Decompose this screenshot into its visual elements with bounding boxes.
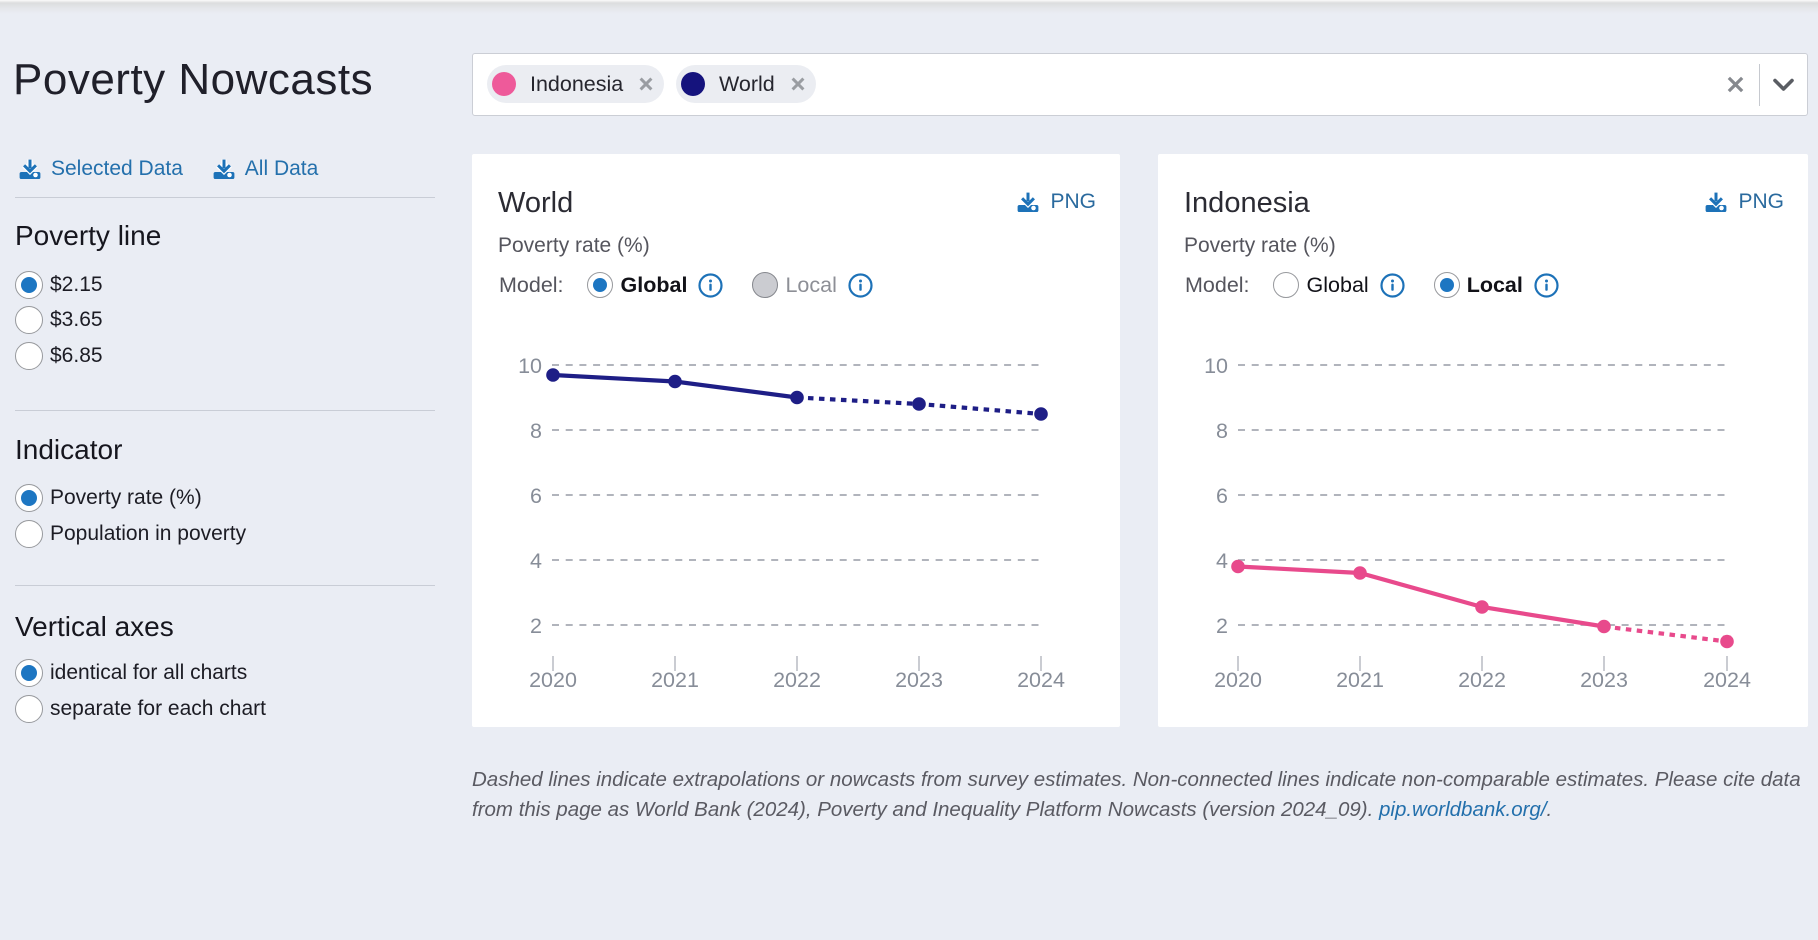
svg-text:2021: 2021 [1336, 668, 1384, 692]
svg-text:2021: 2021 [651, 668, 699, 692]
svg-text:4: 4 [530, 549, 542, 573]
svg-text:2022: 2022 [1458, 668, 1506, 692]
svg-text:2: 2 [1216, 614, 1228, 638]
svg-text:8: 8 [530, 419, 542, 443]
svg-text:2023: 2023 [895, 668, 943, 692]
svg-text:2024: 2024 [1703, 668, 1751, 692]
svg-text:2024: 2024 [1017, 668, 1065, 692]
svg-text:10: 10 [1204, 354, 1228, 378]
svg-text:2022: 2022 [773, 668, 821, 692]
svg-text:6: 6 [1216, 484, 1228, 508]
svg-text:6: 6 [530, 484, 542, 508]
svg-text:10: 10 [518, 354, 542, 378]
svg-text:2023: 2023 [1580, 668, 1628, 692]
svg-text:4: 4 [1216, 549, 1228, 573]
svg-text:2: 2 [530, 614, 542, 638]
svg-text:2020: 2020 [529, 668, 577, 692]
svg-text:8: 8 [1216, 419, 1228, 443]
svg-text:2020: 2020 [1214, 668, 1262, 692]
